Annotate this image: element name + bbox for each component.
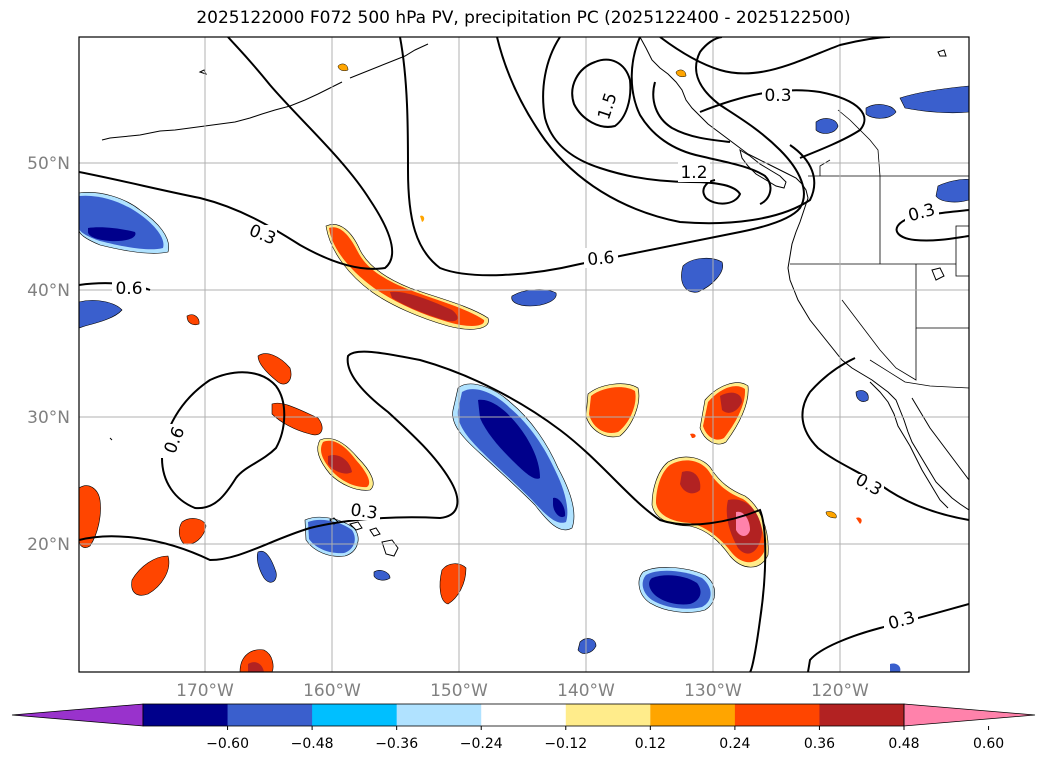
contour-label: 0.3 bbox=[764, 86, 791, 106]
colorbar-segment bbox=[396, 704, 482, 726]
lon-label: 120°W bbox=[811, 681, 869, 701]
colorbar-segment bbox=[819, 704, 905, 726]
lat-label: 50°N bbox=[27, 154, 70, 174]
colorbar-segment bbox=[143, 704, 229, 726]
colorbar-segment bbox=[650, 704, 736, 726]
colorbar-label: −0.48 bbox=[291, 736, 334, 752]
colorbar-label: 0.36 bbox=[804, 736, 835, 752]
gridlines bbox=[79, 37, 969, 672]
negative-precip-shading bbox=[79, 85, 969, 672]
contour-label: 0.6 bbox=[587, 248, 616, 270]
lon-label: 170°W bbox=[176, 681, 234, 701]
colorbar-segment bbox=[481, 704, 567, 726]
colorbar: −0.60 −0.48 −0.36 −0.24 −0.12 0.12 0.24 0.36 0.4… bbox=[11, 703, 1036, 752]
colorbar-segment bbox=[565, 704, 651, 726]
colorbar-frame bbox=[142, 703, 905, 727]
colorbar-label: −0.12 bbox=[544, 736, 587, 752]
map-title: 2025122000 F072 500 hPa PV, precipitatio… bbox=[196, 8, 851, 28]
colorbar-label: −0.24 bbox=[460, 736, 503, 752]
lat-label: 40°N bbox=[27, 281, 70, 301]
map-frame bbox=[78, 36, 970, 673]
lat-label: 20°N bbox=[27, 535, 70, 555]
lon-label: 130°W bbox=[684, 681, 742, 701]
colorbar-extend-high bbox=[903, 703, 1036, 727]
contour-label: 0.6 bbox=[115, 279, 142, 299]
colorbar-segment bbox=[734, 704, 820, 726]
lat-label: 30°N bbox=[27, 408, 70, 428]
contour-label: 1.2 bbox=[680, 163, 707, 183]
contour-labels: 1.5 0.3 1.2 0.3 0.6 0.3 0.6 0.6 0.3 0.3 … bbox=[112, 84, 939, 634]
colorbar-extend-low bbox=[11, 703, 144, 727]
map-area bbox=[79, 37, 969, 672]
colorbar-label: −0.36 bbox=[375, 736, 418, 752]
lon-label: 150°W bbox=[430, 681, 488, 701]
pv-contours bbox=[79, 37, 969, 672]
lon-label: 160°W bbox=[303, 681, 361, 701]
colorbar-label: 0.24 bbox=[719, 736, 750, 752]
colorbar-label: 0.48 bbox=[888, 736, 919, 752]
colorbar-label: −0.60 bbox=[206, 736, 249, 752]
latitude-labels: 50°N 40°N 30°N 20°N bbox=[27, 154, 70, 555]
colorbar-label: 0.60 bbox=[973, 736, 1004, 752]
lon-label: 140°W bbox=[557, 681, 615, 701]
political-borders bbox=[790, 109, 969, 389]
colorbar-segment bbox=[312, 704, 398, 726]
colorbar-segment bbox=[227, 704, 313, 726]
contour-label: 0.3 bbox=[349, 500, 379, 524]
precip-blob-red-diagonal bbox=[325, 224, 489, 330]
colorbar-label: 0.12 bbox=[635, 736, 666, 752]
longitude-labels: 170°W 160°W 150°W 140°W 130°W 120°W bbox=[176, 681, 869, 701]
